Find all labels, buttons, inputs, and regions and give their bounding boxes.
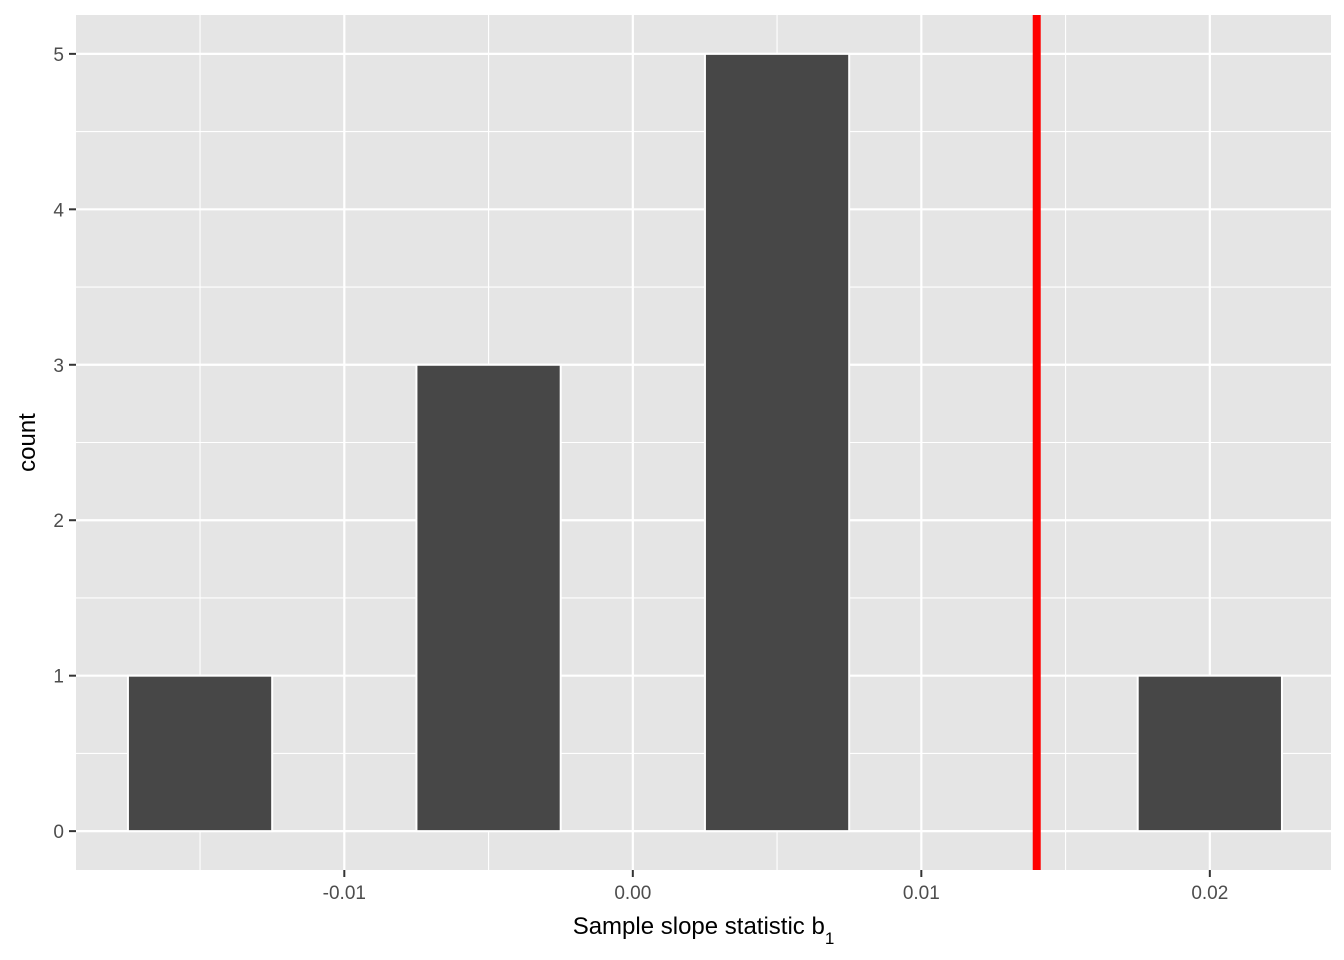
histogram-bar (126, 674, 274, 833)
y-tick-label: 4 (53, 200, 64, 221)
histogram-bars (126, 52, 1283, 833)
y-axis: 0 1 2 3 4 5 (53, 45, 76, 843)
histogram-bar (703, 52, 851, 833)
x-axis-title: Sample slope statistic b1 (573, 913, 835, 948)
y-tick-label: 3 (53, 356, 64, 377)
x-tick-label: 0.01 (903, 883, 940, 904)
x-axis-title-subscript: 1 (825, 929, 834, 948)
y-tick-label: 1 (53, 667, 64, 688)
x-tick-label: -0.01 (323, 883, 366, 904)
x-tick-label: 0.00 (614, 883, 651, 904)
histogram-bar (1136, 674, 1283, 833)
x-axis-title-text: Sample slope statistic b (573, 913, 825, 940)
y-tick-label: 5 (53, 45, 64, 66)
histogram-bar (415, 363, 562, 833)
y-tick-label: 0 (53, 822, 64, 843)
x-tick-label: 0.02 (1191, 883, 1228, 904)
x-axis: -0.01 0.00 0.01 0.02 (323, 870, 1228, 904)
major-gridlines (76, 15, 1331, 870)
y-axis-title: count (14, 413, 41, 472)
y-tick-label: 2 (53, 511, 64, 532)
